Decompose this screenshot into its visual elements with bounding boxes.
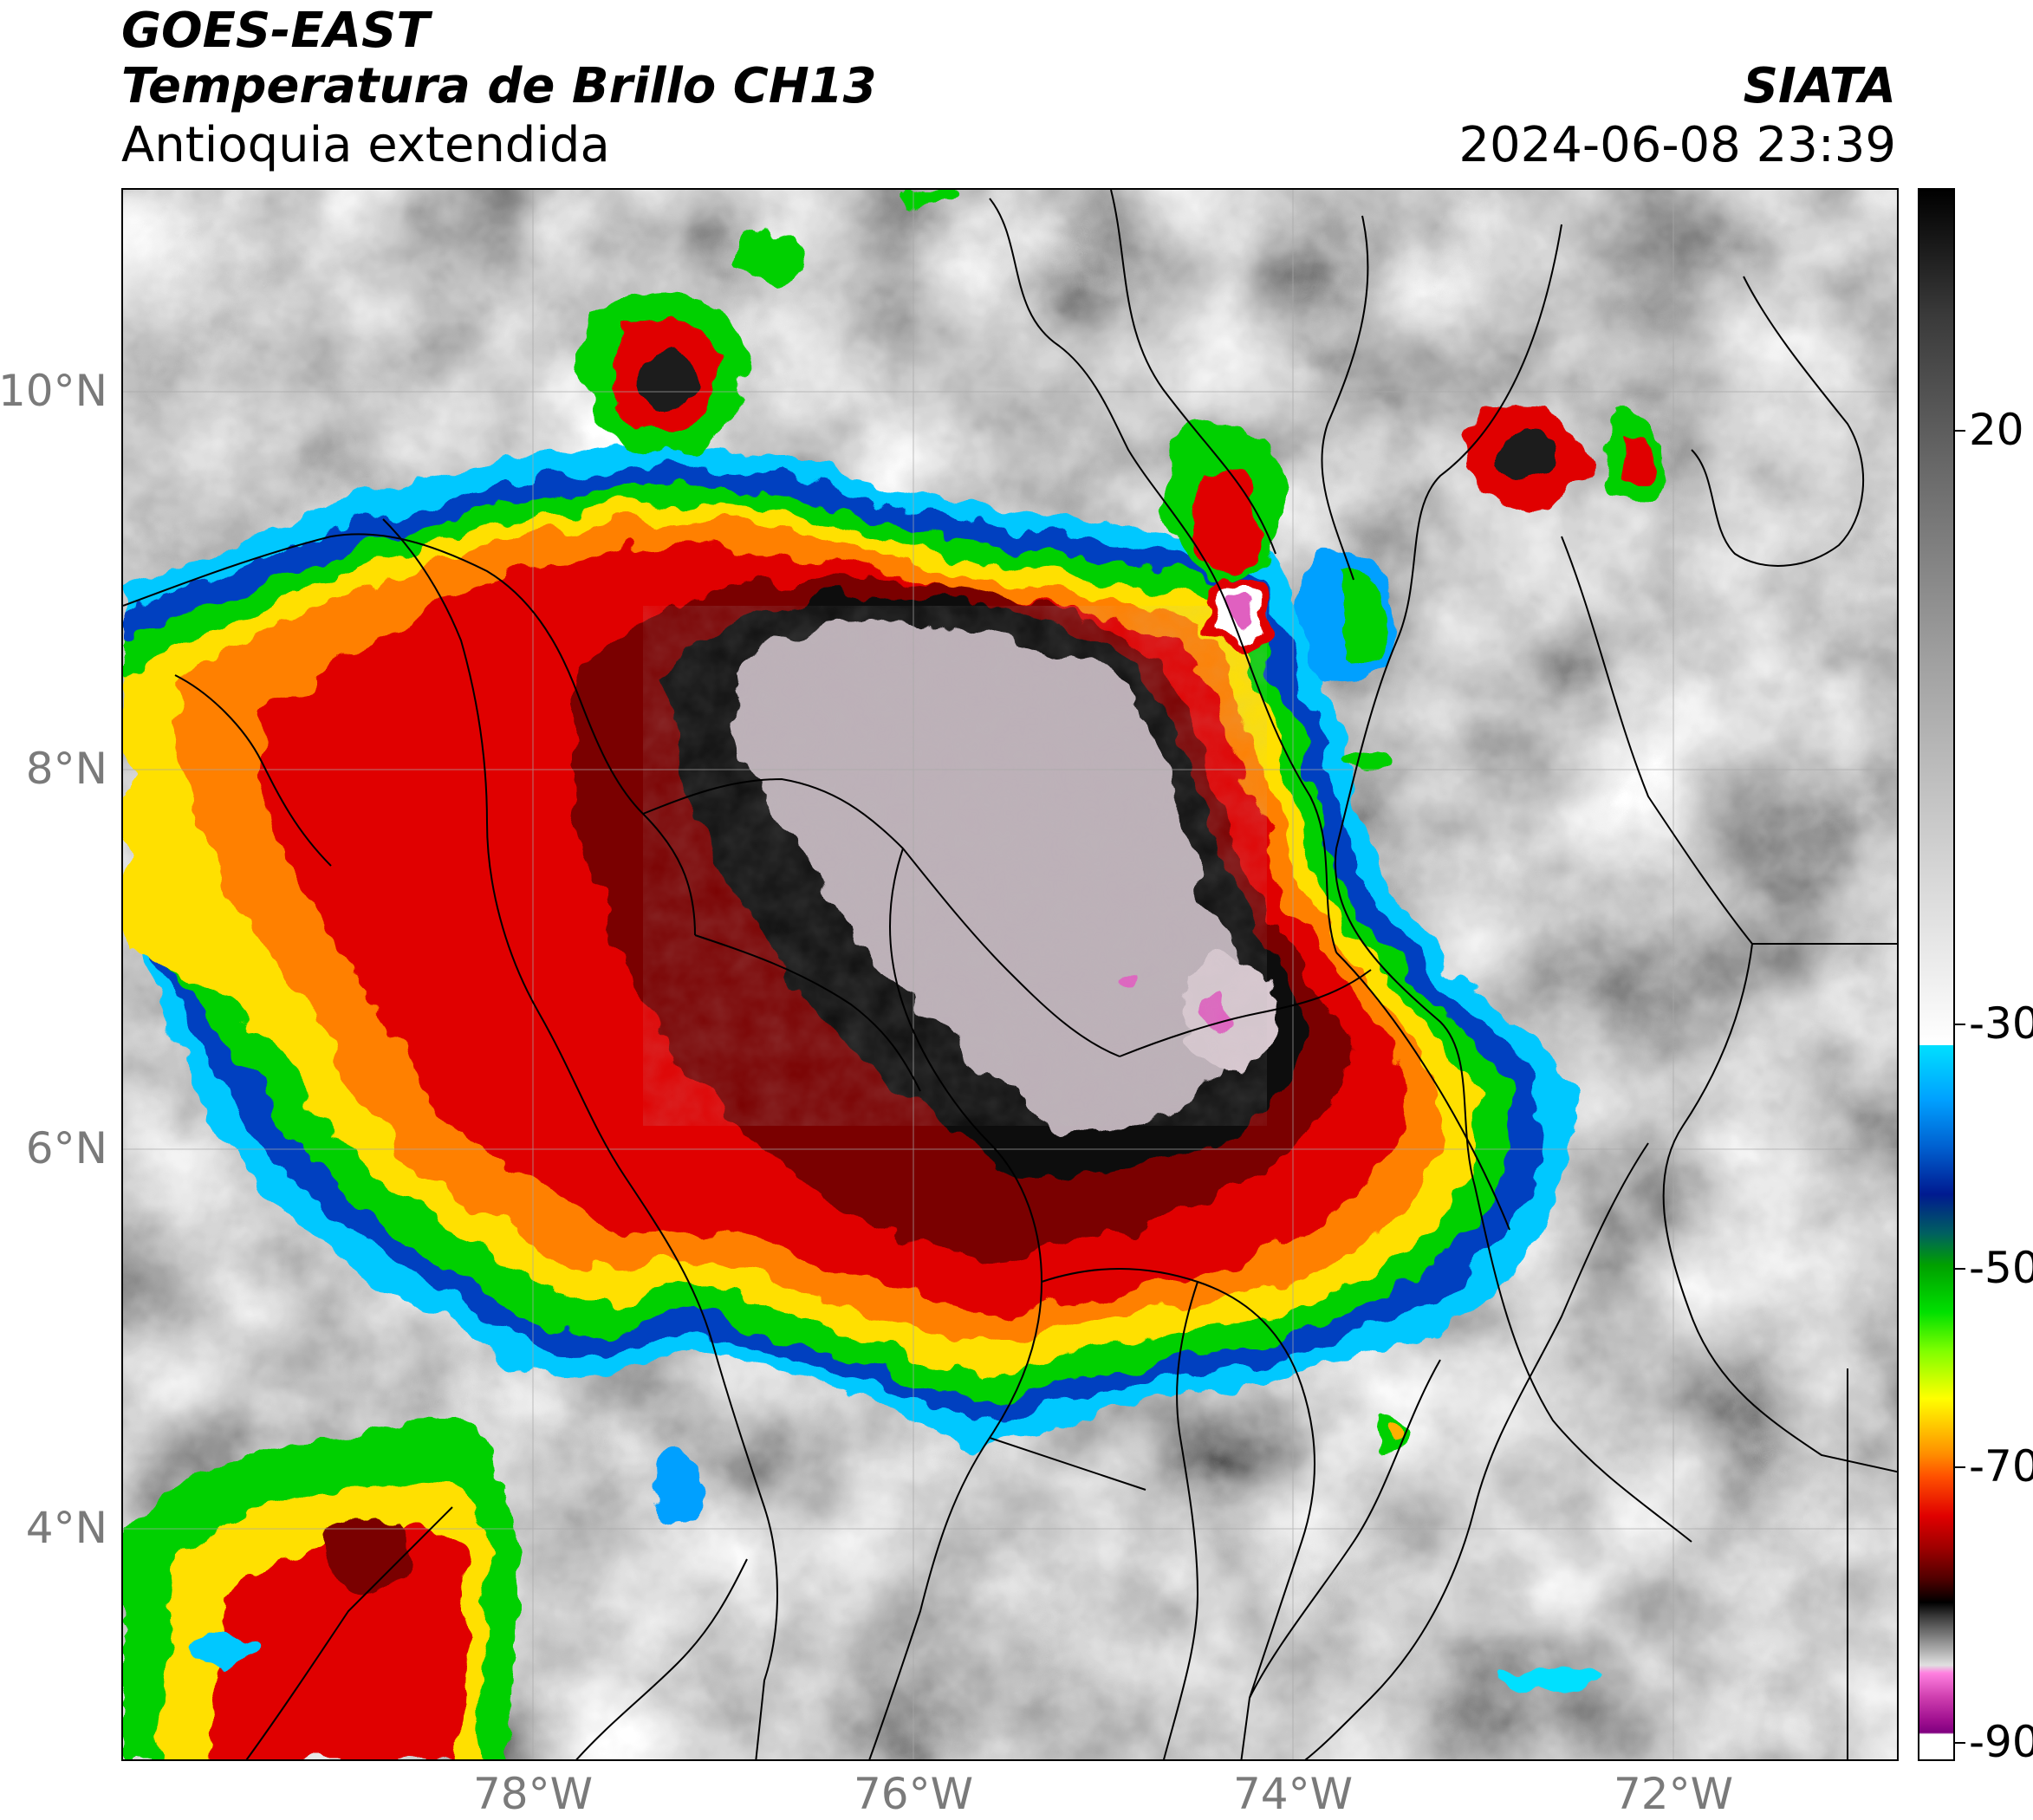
colorbar-label-minus90: -90 [1969,1717,2033,1767]
colorbar-label-minus30: -30 [1969,998,2033,1049]
lat-label-4n: 4°N [25,1503,107,1553]
datetime-label: 2024-06-08 23:39 [1458,117,1896,173]
lon-label-76w: 76°W [853,1769,974,1819]
satellite-map [121,188,1899,1761]
colorbar-tick-minus50 [1955,1268,1965,1270]
product-title: Temperatura de Brillo CH13 [121,58,877,114]
lon-label-78w: 78°W [472,1769,594,1819]
lon-label-74w: 74°W [1232,1769,1354,1819]
small-cloud-fragments [652,751,1605,1693]
colorbar-tick-minus30 [1955,1024,1965,1025]
southwest-storm-cell [123,1419,517,1759]
colorbar-tick-minus70 [1955,1466,1965,1468]
colorbar-label-minus50: -50 [1969,1243,2033,1293]
colorbar-label-20: 20 [1969,405,2024,455]
lat-label-8n: 8°N [25,744,107,794]
region-subtitle: Antioquia extendida [121,117,610,173]
agency-label: SIATA [1743,58,1896,114]
colorbar-label-minus70: -70 [1969,1441,2033,1492]
brightness-temperature-image [123,190,1897,1759]
satellite-title: GOES-EAST [121,3,430,59]
admin-boundaries [123,190,1897,1759]
lon-label-72w: 72°W [1613,1769,1734,1819]
colorbar-tick-minus90 [1955,1742,1965,1744]
lat-label-6n: 6°N [25,1123,107,1173]
north-storm-cells [579,190,1666,686]
colorbar-tick-20 [1955,430,1965,432]
graticule [123,190,1897,1759]
lat-label-10n: 10°N [0,366,107,416]
temperature-colorbar [1918,188,1955,1761]
